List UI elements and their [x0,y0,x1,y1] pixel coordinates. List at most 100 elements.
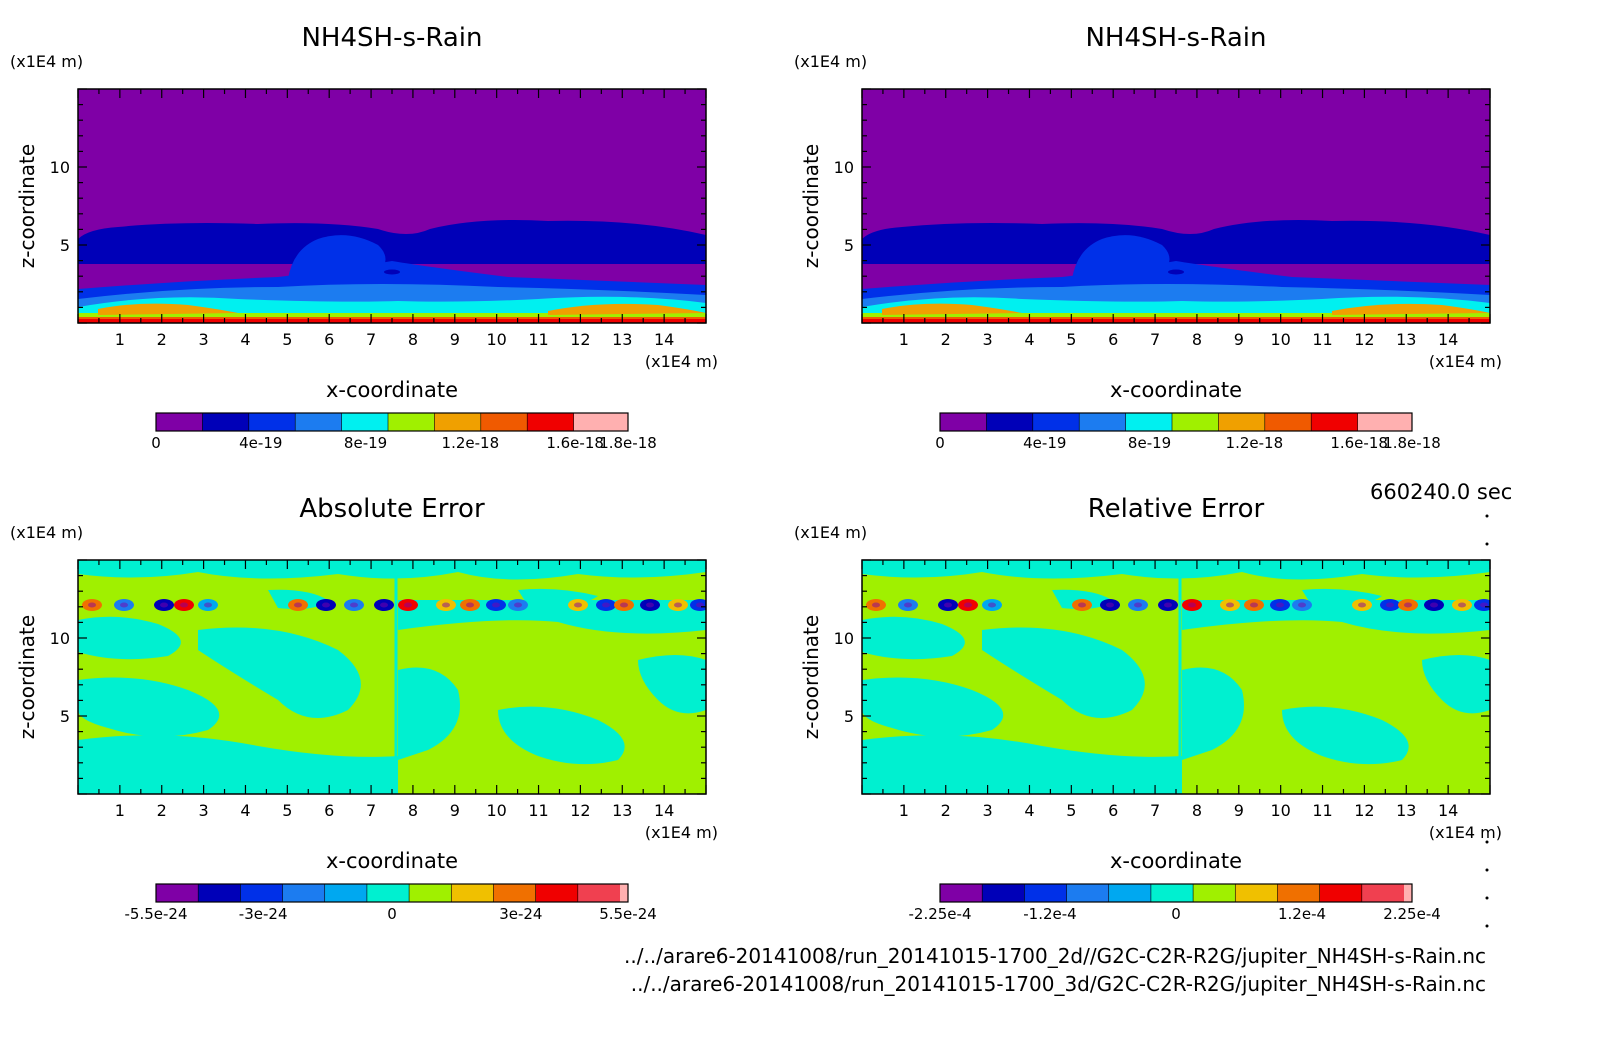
colorbar-tick-label: -3e-24 [239,905,288,923]
error-cell-core-3 [180,602,188,608]
error-cell-core-13 [1298,602,1306,608]
error-cell-core-2 [944,602,952,608]
colorbar-swatch-4 [341,413,389,431]
colorbar-tick-label: 1.2e-18 [1226,434,1284,452]
margin-dots [1485,514,1489,928]
colorbar-tick-label: 0 [935,434,945,452]
colorbar-swatch-1 [986,413,1034,431]
x-tick-label: 3 [199,801,209,820]
x-tick-label: 8 [1192,801,1202,820]
margin-dot [1485,896,1489,900]
x-tick-label: 14 [654,801,674,820]
colorbar-swatch-8 [527,413,575,431]
colorbar-swatch-10 [577,884,621,902]
colorbar-swatch-0 [156,884,199,902]
x-tick-label: 7 [1150,801,1160,820]
error-cell-core-0 [872,602,880,608]
colorbar-frame [155,883,629,903]
x-tick-label: 10 [486,330,506,349]
error-region-6 [398,667,460,760]
x-tick-label: 12 [570,801,590,820]
y-axis-unit: (x1E4 m) [794,52,867,71]
x-tick-label: 4 [240,330,250,349]
colorbar-swatch-1 [198,884,241,902]
x-tick-label: 6 [1108,801,1118,820]
error-cell-core-15 [1386,602,1394,608]
colorbar-swatch-6 [409,884,452,902]
plot-area [862,560,1490,794]
error-cell-core-11 [1250,602,1258,608]
x-tick-label: 4 [1024,330,1034,349]
x-tick-label: 5 [282,801,292,820]
colorbar-swatch-7 [451,884,494,902]
error-cell-core-14 [574,602,582,608]
colorbar-swatch-8 [1277,884,1321,902]
colorbar: -2.25e-4 -1.2e-4 0 1.2e-4 2.25e-4 [909,883,1441,923]
x-tick-label: 9 [1234,801,1244,820]
colorbar-tick-label: 0 [387,905,397,923]
y-axis-label: z-coordinate [15,144,39,268]
y-axis-label: z-coordinate [15,615,39,739]
error-cell-core-15 [602,602,610,608]
margin-dot [1485,542,1489,546]
x-tick-label: 12 [1354,330,1374,349]
footer-file-path-1: ../../arare6-20141008/run_20141015-1700_… [624,944,1486,968]
colorbar-tick-label: -5.5e-24 [125,905,188,923]
colorbar-tick-label: 0 [151,434,161,452]
error-cell-core-12 [492,602,500,608]
colorbar-swatch-top [620,413,628,431]
x-tick-label: 12 [1354,801,1374,820]
colorbar-swatch-3 [295,413,343,431]
error-region-1 [862,616,965,660]
error-cell-core-11 [466,602,474,608]
colorbar-swatch-5 [1150,884,1194,902]
error-cell-core-1 [120,602,128,608]
colorbar-tick-label: 1.6e-18 [1330,434,1388,452]
x-axis-label: x-coordinate [1110,378,1242,402]
x-tick-label: 7 [1150,330,1160,349]
colorbar-swatch-0 [940,884,983,902]
error-region-0 [862,560,1490,580]
contour-band-8 [1332,303,1490,315]
y-axis-unit: (x1E4 m) [10,52,83,71]
colorbar-swatch-9 [1319,884,1363,902]
colorbar: -5.5e-24 -3e-24 0 3e-24 5.5e-24 [125,883,657,923]
margin-dot [1485,924,1489,928]
colorbar-swatch-3 [1079,413,1127,431]
y-tick-label: 5 [844,707,854,726]
error-cell-core-6 [1106,602,1114,608]
colorbar-swatch-5 [366,884,410,902]
time-label: 660240.0 sec [1370,480,1513,504]
colorbar-tick-label: 1.2e-4 [1278,905,1326,923]
error-cell-core-16 [620,602,628,608]
error-cell-core-17 [1430,602,1438,608]
colorbar-swatch-7 [480,413,528,431]
x-axis-label: x-coordinate [326,849,458,873]
margin-dot [1485,840,1489,844]
x-tick-label: 3 [983,330,993,349]
error-cell-core-18 [674,602,682,608]
error-cell-core-18 [1458,602,1466,608]
x-tick-label: 11 [528,801,548,820]
x-tick-label: 3 [983,801,993,820]
x-tick-label: 12 [570,330,590,349]
error-cell-core-17 [646,602,654,608]
colorbar-swatch-7 [1264,413,1312,431]
x-tick-label: 6 [324,330,334,349]
x-tick-label: 6 [1108,330,1118,349]
x-tick-label: 2 [157,801,167,820]
error-region-1 [78,616,181,660]
contour-band-8 [548,303,706,315]
chart-title: NH4SH-s-Rain [301,23,482,53]
colorbar-swatch-5 [1172,413,1219,431]
error-region-8 [1422,655,1490,714]
error-cell-core-5 [294,602,302,608]
error-region-7 [1282,706,1409,765]
colorbar-swatch-2 [1032,413,1080,431]
error-cell-core-16 [1404,602,1412,608]
colorbar-frame [939,412,1413,432]
colorbar-swatch-0 [940,413,987,431]
colorbar-swatch-1 [202,413,250,431]
y-tick-label: 5 [60,236,70,255]
